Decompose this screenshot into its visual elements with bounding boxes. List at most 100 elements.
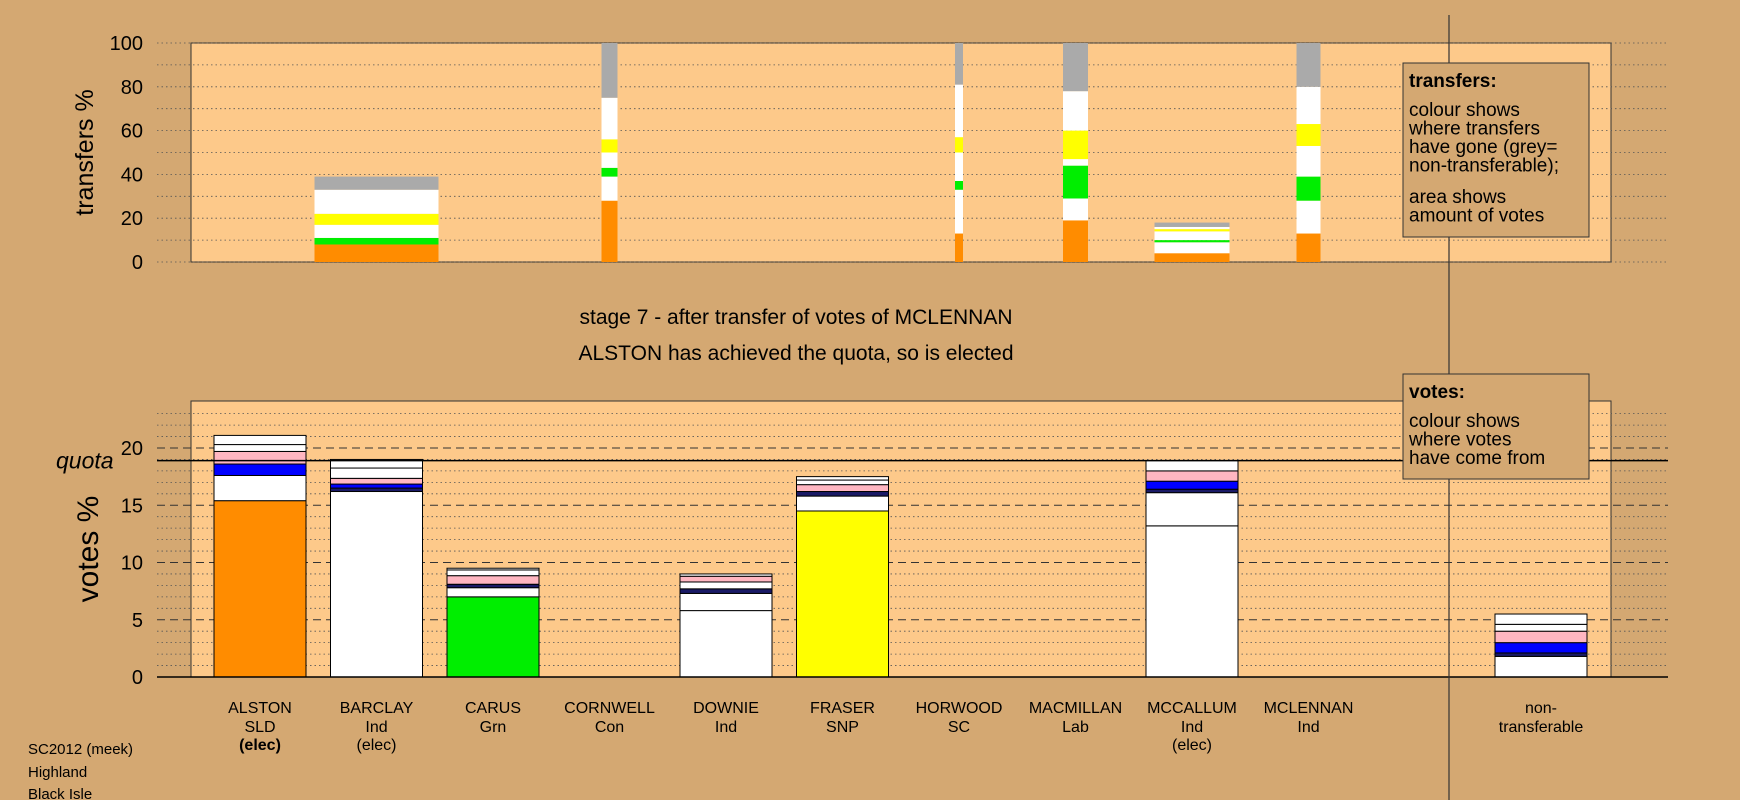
- vote-segment: [796, 510, 889, 678]
- transfer-segment: [314, 224, 439, 238]
- vote-segment: [679, 588, 773, 594]
- transfer-segment: [314, 176, 439, 190]
- transfers-legend-text: where transfers: [1408, 119, 1540, 140]
- quota-label: quota: [56, 448, 114, 474]
- vote-segment: [679, 592, 773, 612]
- vote-segment: [213, 444, 307, 452]
- vote-segment: [1145, 488, 1239, 494]
- transfer-segment: [955, 233, 963, 262]
- transfer-segment: [955, 84, 963, 138]
- vote-segment: [446, 569, 540, 577]
- votes-legend-text: where votes: [1408, 430, 1511, 451]
- vote-segment: [1145, 492, 1239, 527]
- transfer-segment: [955, 189, 963, 234]
- transfer-segment: [1154, 226, 1230, 230]
- transfers-tick-label: 0: [132, 252, 143, 274]
- transfers-tick-label: 40: [121, 164, 143, 186]
- vote-segment: [446, 575, 540, 585]
- transfer-segment: [314, 237, 439, 245]
- votes-tick-label: 0: [132, 667, 143, 689]
- stage-title: stage 7 - after transfer of votes of MCL…: [579, 306, 1012, 329]
- transfers-legend-box: [1402, 62, 1590, 238]
- transfer-segment: [1063, 198, 1088, 221]
- category-party-label: Ind: [1181, 719, 1203, 736]
- transfers-legend-title: transfers:: [1409, 71, 1497, 92]
- category-name-label: BARCLAY: [340, 700, 414, 717]
- category-name-label: ALSTON: [228, 700, 292, 717]
- transfer-segment: [601, 176, 618, 201]
- vote-segment: [796, 479, 889, 486]
- transfer-segment: [601, 152, 618, 168]
- vote-segment: [446, 583, 540, 589]
- vote-segment: [446, 567, 540, 571]
- vote-segment: [796, 495, 889, 512]
- transfer-segment: [1296, 86, 1321, 125]
- votes-legend-box: [1402, 373, 1590, 480]
- category-name-label: MCCALLUM: [1147, 700, 1237, 717]
- votes-axis-label: votes %: [72, 496, 105, 603]
- vote-segment: [1494, 630, 1588, 644]
- transfer-segment: [955, 137, 963, 153]
- category-name-label: DOWNIE: [693, 700, 759, 717]
- category-party-label: Lab: [1062, 719, 1089, 736]
- vote-segment: [679, 573, 773, 577]
- transfer-segment: [1154, 242, 1230, 254]
- category-name-label: FRASER: [810, 700, 875, 717]
- transfer-segment: [1296, 145, 1321, 177]
- transfers-tick-label: 100: [110, 33, 143, 55]
- vote-segment: [1494, 642, 1588, 654]
- vote-segment: [330, 458, 423, 469]
- vote-segment: [213, 450, 307, 465]
- category-status-label: (elec): [356, 737, 396, 754]
- votes-tick-label: 10: [121, 553, 143, 575]
- category-status-label: (elec): [239, 737, 281, 754]
- vote-segment: [796, 491, 889, 497]
- category-status-label: (elec): [1172, 737, 1212, 754]
- transfer-segment: [955, 43, 963, 85]
- vote-segment: [1494, 613, 1588, 625]
- transfer-segment: [1063, 91, 1088, 131]
- transfer-segment: [1296, 200, 1321, 234]
- transfer-segment: [1063, 159, 1088, 166]
- transfer-segment: [1154, 222, 1230, 227]
- transfers-tick-label: 20: [121, 208, 143, 230]
- category-name-label: CARUS: [465, 700, 521, 717]
- transfer-segment: [1063, 43, 1088, 92]
- transfers-axis-label: transfers %: [71, 89, 99, 215]
- vote-segment: [330, 477, 423, 485]
- transfers-legend-text: amount of votes: [1409, 206, 1544, 227]
- vote-segment: [1145, 460, 1239, 472]
- transfer-segment: [1296, 233, 1321, 262]
- transfers-tick-label: 80: [121, 77, 143, 99]
- vote-segment: [213, 500, 307, 678]
- transfer-segment: [955, 152, 963, 181]
- category-name-label: MACMILLAN: [1029, 700, 1122, 717]
- transfer-segment: [1154, 229, 1230, 232]
- transfers-legend-text: colour shows: [1409, 100, 1520, 121]
- category-name-label: CORNWELL: [564, 700, 655, 717]
- transfer-segment: [314, 244, 439, 262]
- transfer-segment: [601, 139, 618, 153]
- vote-segment: [1145, 470, 1239, 482]
- category-party-label: Ind: [715, 719, 737, 736]
- transfer-segment: [314, 189, 439, 214]
- category-name-label: HORWOOD: [916, 700, 1003, 717]
- votes-tick-label: 20: [121, 438, 143, 460]
- category-party-label: transferable: [1499, 719, 1584, 736]
- transfers-legend-text: non-transferable);: [1409, 156, 1559, 177]
- vote-segment: [330, 467, 423, 479]
- transfer-segment: [314, 213, 439, 225]
- vote-segment: [330, 491, 423, 678]
- transfer-segment: [1296, 124, 1321, 146]
- category-party-label: SLD: [244, 719, 275, 736]
- vote-segment: [330, 483, 423, 489]
- votes-legend-title: votes:: [1409, 382, 1465, 403]
- category-party-label: Grn: [480, 719, 507, 736]
- footer-council: Highland: [28, 764, 87, 781]
- footer-election: SC2012 (meek): [28, 741, 133, 758]
- transfer-segment: [601, 43, 618, 98]
- transfer-segment: [601, 97, 618, 140]
- vote-segment: [213, 434, 307, 446]
- transfer-segment: [1154, 240, 1230, 243]
